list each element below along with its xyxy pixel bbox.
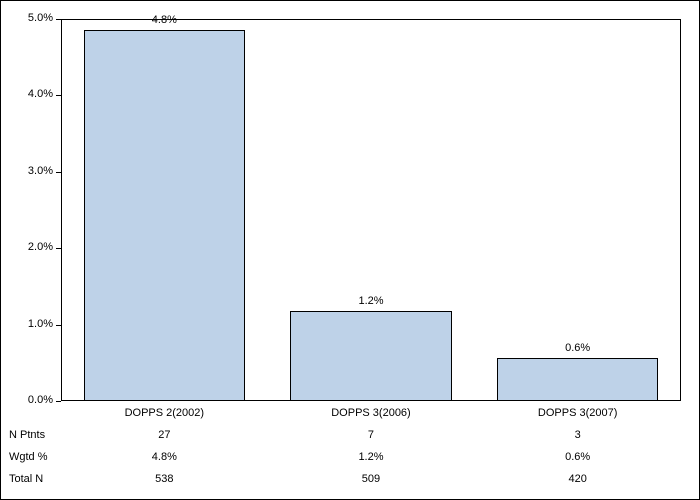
table-cell: 538 <box>61 473 268 485</box>
table-cell: 27 <box>61 429 268 441</box>
table-cell: 4.8% <box>61 451 268 463</box>
bar-value-label: 4.8% <box>124 14 204 26</box>
x-category-label: DOPPS 3(2006) <box>268 407 475 419</box>
y-axis-label: 4.0% <box>1 88 53 100</box>
bar <box>84 30 245 401</box>
y-tick <box>56 19 61 20</box>
y-tick <box>56 172 61 173</box>
table-row-label: Wgtd % <box>9 451 48 463</box>
y-axis-label: 3.0% <box>1 165 53 177</box>
y-axis-label: 0.0% <box>1 394 53 406</box>
chart-container: 0.0%1.0%2.0%3.0%4.0%5.0%4.8%1.2%0.6%DOPP… <box>0 0 700 500</box>
bar-value-label: 0.6% <box>538 342 618 354</box>
y-tick <box>56 325 61 326</box>
bar-value-label: 1.2% <box>331 295 411 307</box>
table-cell: 0.6% <box>474 451 681 463</box>
table-row-label: Total N <box>9 473 43 485</box>
table-cell: 509 <box>268 473 475 485</box>
bar <box>497 358 658 401</box>
bar <box>290 311 451 401</box>
table-row-label: N Ptnts <box>9 429 45 441</box>
table-cell: 3 <box>474 429 681 441</box>
y-axis-label: 1.0% <box>1 318 53 330</box>
y-tick <box>56 401 61 402</box>
table-cell: 7 <box>268 429 475 441</box>
y-axis-label: 2.0% <box>1 241 53 253</box>
table-cell: 1.2% <box>268 451 475 463</box>
x-category-label: DOPPS 2(2002) <box>61 407 268 419</box>
x-category-label: DOPPS 3(2007) <box>474 407 681 419</box>
y-axis-label: 5.0% <box>1 12 53 24</box>
y-tick <box>56 95 61 96</box>
y-tick <box>56 248 61 249</box>
table-cell: 420 <box>474 473 681 485</box>
